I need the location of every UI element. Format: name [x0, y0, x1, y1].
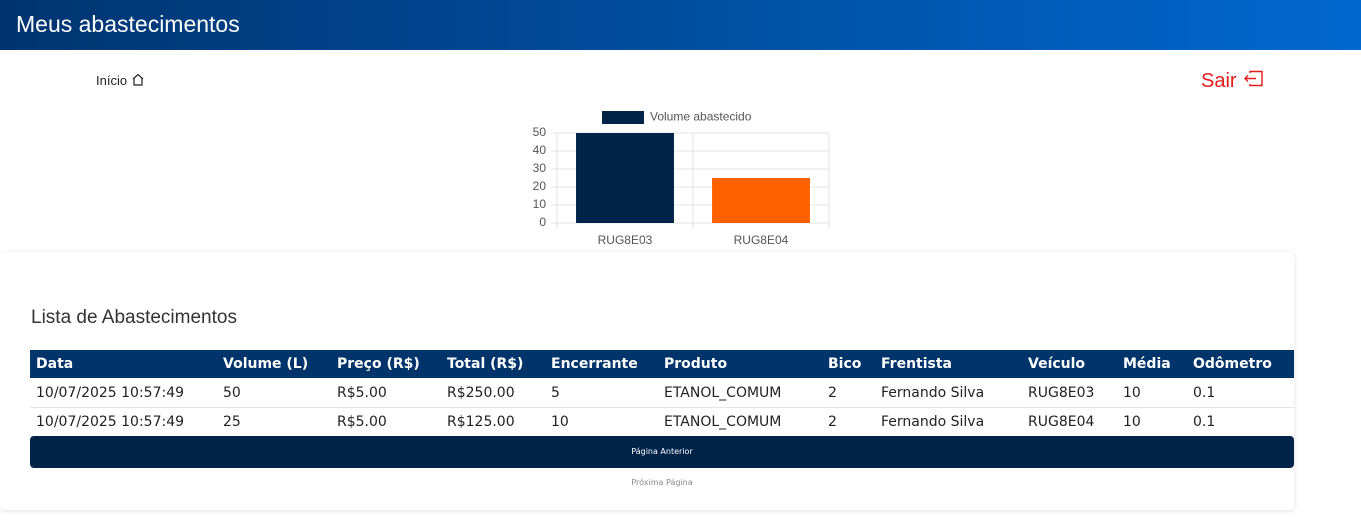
header: Meus abastecimentos [0, 0, 1361, 50]
table-cell: 10 [1123, 414, 1141, 430]
table-cell: 25 [223, 414, 241, 430]
x-tick-label: RUG8E03 [598, 233, 653, 247]
table-cell: 50 [223, 385, 241, 401]
legend-swatch [602, 111, 644, 124]
y-tick-label: 10 [533, 197, 547, 211]
table-cell: 10 [551, 414, 569, 430]
table-cell: Bico [828, 356, 862, 372]
table-cell: Veículo [1028, 356, 1086, 372]
table-cell: R$250.00 [447, 385, 515, 401]
header-title: Meus abastecimentos [16, 11, 240, 37]
table-cell: Total (R$) [447, 356, 524, 372]
table-cell: Fernando Silva [881, 414, 985, 430]
table-cell: 0.1 [1193, 385, 1216, 401]
table-cell: ETANOL_COMUM [664, 414, 782, 430]
table-cell: RUG8E03 [1028, 385, 1095, 401]
logout-link[interactable]: Sair [1201, 70, 1264, 93]
bar [576, 133, 674, 223]
table-cell: Fernando Silva [881, 385, 985, 401]
previous-page-button[interactable]: Página Anterior [30, 436, 1294, 468]
table-cell: ETANOL_COMUM [664, 385, 782, 401]
table-cell: 2 [828, 414, 837, 430]
table-cell: 10/07/2025 10:57:49 [36, 414, 185, 430]
table-cell: Frentista [881, 356, 952, 372]
chart: 0 10 20 30 40 50 Volume abastecido RUG8E03 RUG8E… [533, 110, 830, 247]
y-tick-label: 0 [539, 215, 546, 229]
bar [712, 178, 810, 223]
table-cell: R$5.00 [337, 414, 387, 430]
home-icon [132, 73, 144, 86]
table-cell: 0.1 [1193, 414, 1216, 430]
home-link[interactable]: Início [96, 73, 145, 88]
table-cell: Odômetro [1193, 356, 1272, 372]
y-tick-label: 50 [533, 125, 547, 139]
table-row: 10/07/2025 10:57:49 50 R$5.00 R$250.00 5 ETAN… [30, 378, 1294, 408]
table-row: 10/07/2025 10:57:49 25 R$5.00 R$125.00 10 ETA… [30, 407, 1294, 437]
table-cell: 2 [828, 385, 837, 401]
y-tick-label: 20 [533, 179, 547, 193]
table-cell: Encerrante [551, 356, 638, 372]
table-cell: Data [36, 356, 74, 372]
next-page-button[interactable]: Próxima Página [631, 478, 693, 487]
table-cell: Média [1123, 356, 1171, 372]
table-cell: 10 [1123, 385, 1141, 401]
table-cell: 10/07/2025 10:57:49 [36, 385, 185, 401]
table-title: Lista de Abastecimentos [31, 307, 237, 328]
logout-label: Sair [1201, 70, 1237, 92]
table-cell: R$125.00 [447, 414, 515, 430]
table-card: Lista de Abastecimentos Data Volume (L) Pr… [0, 252, 1294, 510]
home-label: Início [96, 73, 128, 88]
table-cell: Produto [664, 356, 728, 372]
legend-label: Volume abastecido [650, 110, 752, 124]
y-tick-label: 40 [533, 143, 547, 157]
table-header: Data Volume (L) Preço (R$) Total (R$) Encerr… [30, 350, 1294, 378]
table-cell: R$5.00 [337, 385, 387, 401]
table-cell: Volume (L) [223, 356, 309, 372]
table-cell: Preço (R$) [337, 356, 420, 372]
x-tick-label: RUG8E04 [734, 233, 789, 247]
y-tick-label: 30 [533, 161, 547, 175]
table-cell: 5 [551, 385, 560, 401]
logout-icon [1244, 70, 1263, 87]
table-cell: RUG8E04 [1028, 414, 1095, 430]
